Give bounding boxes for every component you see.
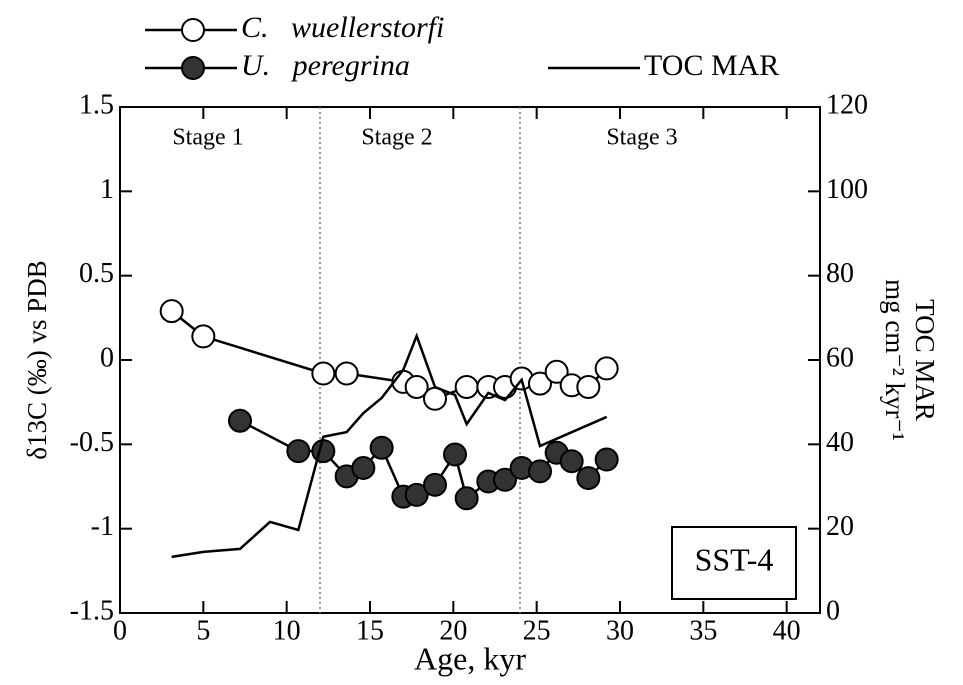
box-label: SST-4 bbox=[695, 541, 774, 577]
legend-marker bbox=[181, 56, 205, 80]
y2-tick-label: 60 bbox=[826, 342, 854, 373]
x-tick-label: 15 bbox=[356, 615, 384, 646]
y-tick-label: 1 bbox=[100, 174, 114, 205]
series-line bbox=[171, 332, 608, 559]
x-tick-label: 20 bbox=[439, 615, 467, 646]
x-tick-label: 25 bbox=[523, 615, 551, 646]
y2-tick-label: 80 bbox=[826, 258, 854, 289]
y2-tick-label: 20 bbox=[826, 511, 854, 542]
x-tick-label: 30 bbox=[606, 615, 634, 646]
y2-axis-title: mg cm⁻² kyr⁻¹ bbox=[880, 279, 910, 441]
data-point bbox=[404, 482, 429, 507]
data-point bbox=[404, 374, 429, 399]
y-tick-label: -0.5 bbox=[70, 427, 114, 458]
stage-label: Stage 2 bbox=[361, 125, 432, 151]
data-point bbox=[559, 449, 584, 474]
y-tick-label: -1 bbox=[91, 511, 114, 542]
x-axis-title: Age, kyr bbox=[414, 640, 526, 676]
x-tick-label: 5 bbox=[196, 615, 210, 646]
data-point bbox=[493, 467, 517, 492]
y2-tick-label: 100 bbox=[826, 174, 868, 205]
stage-label: Stage 3 bbox=[606, 125, 677, 151]
data-point bbox=[311, 439, 336, 464]
legend-label: U. peregrina bbox=[241, 49, 410, 82]
y-tick-label: 0 bbox=[100, 342, 114, 373]
data-point bbox=[594, 356, 619, 381]
data-point bbox=[311, 361, 336, 386]
stage-label: Stage 1 bbox=[172, 125, 243, 151]
data-point bbox=[334, 361, 359, 386]
data-point bbox=[454, 486, 479, 511]
legend-marker bbox=[181, 18, 205, 42]
data-point bbox=[191, 324, 216, 349]
x-tick-label: 0 bbox=[113, 615, 127, 646]
y-axis-title: δ13C (‰) vs PDB bbox=[22, 260, 52, 460]
data-point bbox=[528, 459, 552, 484]
data-point bbox=[528, 371, 552, 396]
data-point bbox=[423, 472, 447, 497]
data-point bbox=[576, 466, 601, 491]
data-point bbox=[228, 408, 252, 433]
data-point bbox=[159, 299, 184, 324]
data-point bbox=[454, 374, 479, 399]
legend-label: TOC MAR bbox=[644, 49, 779, 82]
data-point bbox=[369, 435, 394, 460]
y2-tick-label: 0 bbox=[826, 595, 840, 626]
data-point bbox=[443, 442, 467, 467]
y2-axis-title: TOC MAR bbox=[910, 299, 940, 421]
data-point bbox=[576, 374, 601, 399]
y-tick-label: 0.5 bbox=[79, 258, 114, 289]
y2-tick-label: 120 bbox=[826, 89, 868, 120]
legend-label: C. wuellerstorfi bbox=[241, 11, 444, 44]
data-point bbox=[594, 447, 619, 472]
y-tick-label: -1.5 bbox=[70, 595, 114, 626]
y-tick-label: 1.5 bbox=[79, 89, 114, 120]
x-tick-label: 35 bbox=[689, 615, 717, 646]
data-point bbox=[351, 455, 376, 480]
box-frame bbox=[671, 526, 797, 600]
data-point bbox=[286, 439, 311, 464]
y2-tick-label: 40 bbox=[826, 427, 854, 458]
x-tick-label: 10 bbox=[273, 615, 301, 646]
x-tick-label: 40 bbox=[773, 615, 801, 646]
data-point bbox=[544, 359, 569, 384]
